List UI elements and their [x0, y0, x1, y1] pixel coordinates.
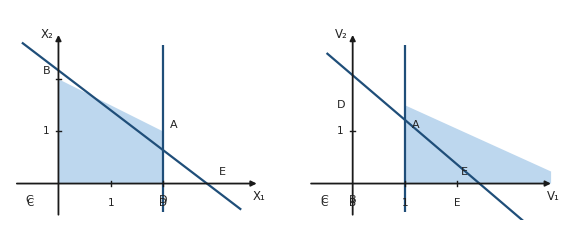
Text: C: C	[26, 195, 34, 205]
Text: E: E	[218, 167, 225, 177]
Text: 1: 1	[402, 198, 408, 208]
Text: X₁: X₁	[253, 190, 266, 203]
Text: E: E	[460, 167, 468, 177]
Text: V₁: V₁	[547, 190, 560, 203]
Text: D: D	[159, 198, 167, 208]
Text: C: C	[320, 198, 328, 208]
Text: A: A	[411, 120, 419, 130]
Text: 1: 1	[337, 126, 343, 136]
Polygon shape	[405, 105, 551, 184]
Text: E: E	[454, 198, 460, 208]
Polygon shape	[58, 79, 163, 184]
Text: B: B	[349, 198, 356, 208]
Text: C: C	[26, 198, 33, 208]
Text: X₂: X₂	[41, 28, 53, 41]
Text: A: A	[170, 120, 177, 130]
Text: V₂: V₂	[335, 28, 348, 41]
Text: 1: 1	[107, 198, 114, 208]
Text: B: B	[43, 66, 51, 76]
Text: B: B	[349, 195, 356, 205]
Text: D: D	[159, 195, 167, 205]
Text: C: C	[320, 195, 328, 205]
Text: D: D	[337, 100, 346, 110]
Text: 1: 1	[42, 126, 49, 136]
